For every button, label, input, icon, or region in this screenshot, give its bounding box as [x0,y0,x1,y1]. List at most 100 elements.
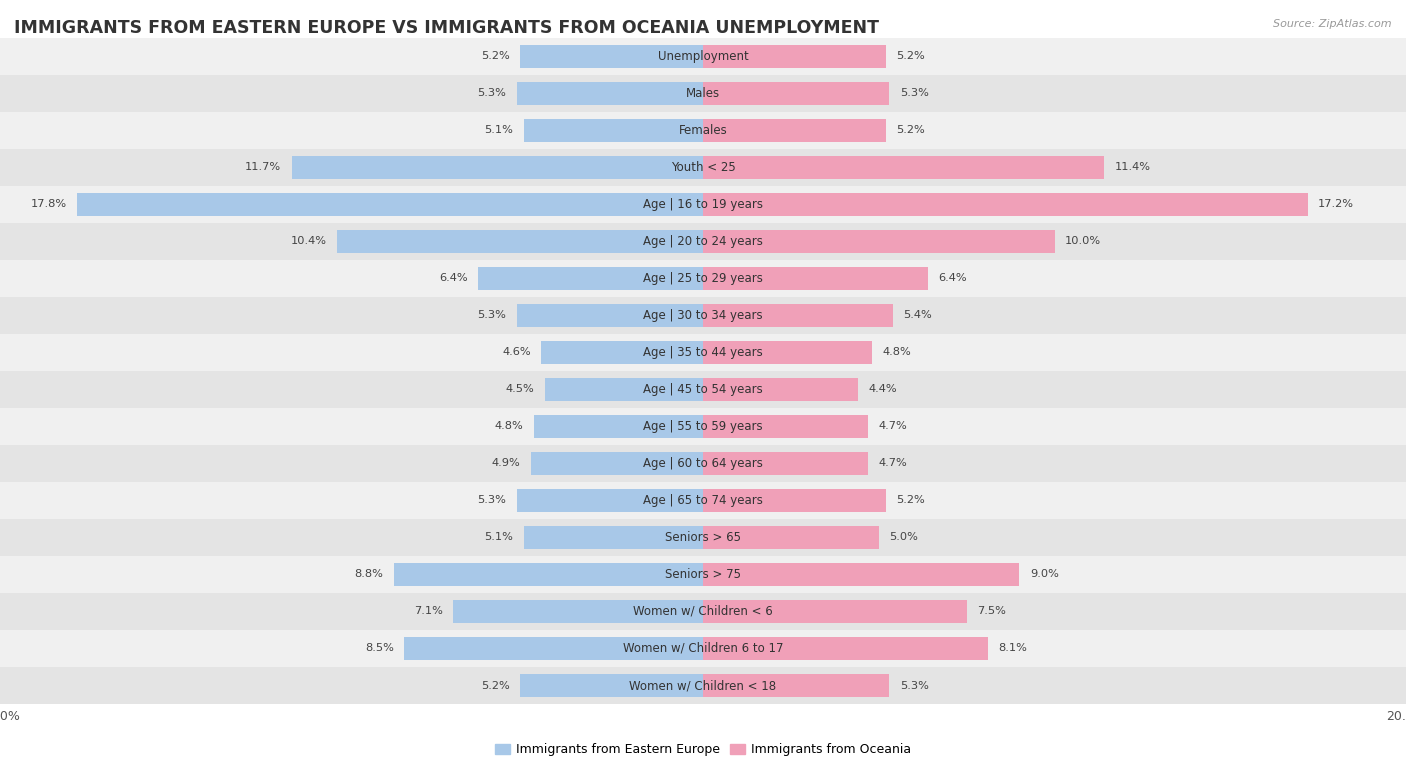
Text: 7.5%: 7.5% [977,606,1007,616]
Bar [292,156,703,179]
Bar [0,371,1406,408]
Text: Age | 45 to 54 years: Age | 45 to 54 years [643,383,763,396]
Bar [531,452,703,475]
Text: 17.8%: 17.8% [31,199,66,210]
Bar [546,378,703,401]
Text: 5.3%: 5.3% [477,310,506,320]
Bar [703,341,872,364]
Bar [703,230,1054,253]
Text: 8.8%: 8.8% [354,569,382,579]
Text: 10.0%: 10.0% [1066,236,1101,246]
Bar [0,334,1406,371]
Text: 5.1%: 5.1% [484,532,513,543]
Text: Seniors > 65: Seniors > 65 [665,531,741,544]
Bar [703,378,858,401]
Text: Age | 55 to 59 years: Age | 55 to 59 years [643,420,763,433]
Text: 4.7%: 4.7% [879,422,907,431]
Text: 5.3%: 5.3% [477,496,506,506]
Bar [0,667,1406,704]
Text: Unemployment: Unemployment [658,50,748,63]
Bar [337,230,703,253]
Bar [0,38,1406,75]
Text: 5.2%: 5.2% [481,681,510,690]
Text: IMMIGRANTS FROM EASTERN EUROPE VS IMMIGRANTS FROM OCEANIA UNEMPLOYMENT: IMMIGRANTS FROM EASTERN EUROPE VS IMMIGR… [14,19,879,37]
Text: 6.4%: 6.4% [939,273,967,283]
Bar [0,556,1406,593]
Text: Age | 25 to 29 years: Age | 25 to 29 years [643,272,763,285]
Bar [0,408,1406,445]
Bar [703,452,869,475]
Text: 4.9%: 4.9% [492,459,520,469]
Bar [0,297,1406,334]
Text: 5.3%: 5.3% [477,89,506,98]
Bar [394,563,703,586]
Bar [703,526,879,549]
Bar [703,415,869,438]
Bar [517,489,703,512]
Text: 5.1%: 5.1% [484,126,513,136]
Text: Women w/ Children 6 to 17: Women w/ Children 6 to 17 [623,642,783,655]
Text: Age | 16 to 19 years: Age | 16 to 19 years [643,198,763,211]
Bar [703,674,889,697]
Text: Seniors > 75: Seniors > 75 [665,568,741,581]
Text: 5.4%: 5.4% [904,310,932,320]
Bar [703,193,1308,216]
Bar [0,445,1406,482]
Bar [524,119,703,142]
Text: 4.6%: 4.6% [502,347,531,357]
Bar [405,637,703,660]
Bar [703,156,1104,179]
Text: 5.2%: 5.2% [897,51,925,61]
Text: 5.3%: 5.3% [900,89,929,98]
Bar [703,45,886,68]
Text: 17.2%: 17.2% [1319,199,1354,210]
Text: 8.1%: 8.1% [998,643,1028,653]
Text: 11.4%: 11.4% [1115,163,1150,173]
Text: 4.5%: 4.5% [506,385,534,394]
Bar [520,45,703,68]
Text: Age | 35 to 44 years: Age | 35 to 44 years [643,346,763,359]
Text: Women w/ Children < 6: Women w/ Children < 6 [633,605,773,618]
Text: Source: ZipAtlas.com: Source: ZipAtlas.com [1274,19,1392,29]
Bar [0,519,1406,556]
Text: 6.4%: 6.4% [439,273,467,283]
Text: Women w/ Children < 18: Women w/ Children < 18 [630,679,776,692]
Bar [703,82,889,104]
Bar [524,526,703,549]
Text: 5.3%: 5.3% [900,681,929,690]
Text: Males: Males [686,87,720,100]
Text: 4.7%: 4.7% [879,459,907,469]
Text: 7.1%: 7.1% [413,606,443,616]
Text: Age | 65 to 74 years: Age | 65 to 74 years [643,494,763,507]
Text: 11.7%: 11.7% [245,163,281,173]
Text: 4.8%: 4.8% [495,422,524,431]
Bar [703,119,886,142]
Text: 5.2%: 5.2% [897,496,925,506]
Bar [703,267,928,290]
Bar [0,149,1406,186]
Text: 8.5%: 8.5% [364,643,394,653]
Bar [703,489,886,512]
Bar [703,637,987,660]
Text: 5.2%: 5.2% [897,126,925,136]
Bar [77,193,703,216]
Bar [0,593,1406,630]
Text: 9.0%: 9.0% [1029,569,1059,579]
Text: 5.2%: 5.2% [481,51,510,61]
Bar [454,600,703,623]
Bar [534,415,703,438]
Text: Youth < 25: Youth < 25 [671,161,735,174]
Bar [517,304,703,327]
Bar [517,82,703,104]
Bar [520,674,703,697]
Bar [0,482,1406,519]
Bar [703,600,967,623]
Bar [703,304,893,327]
Bar [541,341,703,364]
Bar [0,260,1406,297]
Bar [0,223,1406,260]
Text: Age | 60 to 64 years: Age | 60 to 64 years [643,457,763,470]
Bar [703,563,1019,586]
Text: 4.4%: 4.4% [869,385,897,394]
Text: Age | 20 to 24 years: Age | 20 to 24 years [643,235,763,248]
